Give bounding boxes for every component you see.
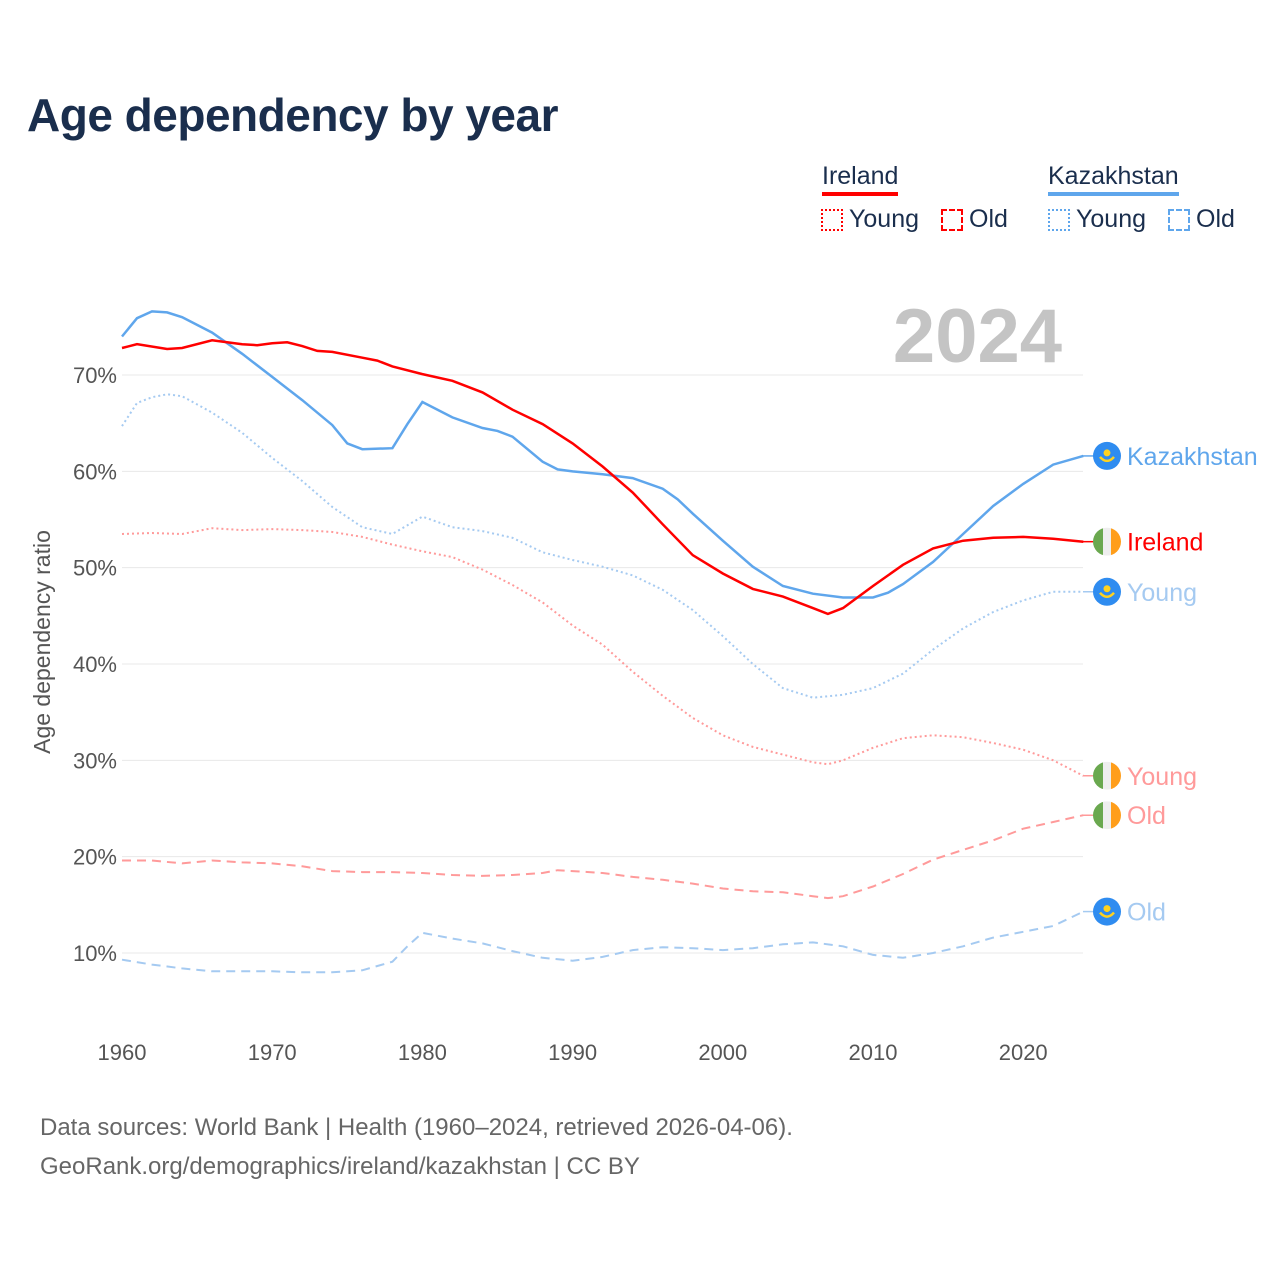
ireland-flag-icon: [1093, 801, 1121, 830]
source-line-1: Data sources: World Bank | Health (1960–…: [40, 1114, 793, 1141]
series-line-ireland-young[interactable]: [121, 527, 1084, 777]
chart-title: Age dependency by year: [27, 89, 558, 141]
legend-label: Young: [1076, 205, 1146, 233]
legend-label: Young: [849, 205, 919, 233]
x-tick-label: 1970: [248, 1040, 297, 1065]
series-end-label: Old: [1127, 899, 1166, 927]
dotted-line-swatch-icon: [821, 208, 843, 231]
source-line-2[interactable]: GeoRank.org/demographics/ireland/kazakhs…: [40, 1153, 640, 1180]
x-tick-label: 1980: [398, 1040, 447, 1065]
source-note: Data sources: World Bank | Health (1960–…: [40, 1108, 793, 1186]
series-line-ireland-old[interactable]: [122, 814, 1084, 900]
ireland-flag-icon: [1093, 527, 1121, 556]
y-tick-label: 70%: [73, 363, 117, 388]
series-line-kazakhstan-old[interactable]: [121, 910, 1084, 974]
legend-ireland-young[interactable]: Young: [821, 205, 919, 234]
x-tick-label: 1990: [548, 1040, 597, 1065]
legend-ireland[interactable]: Ireland: [822, 162, 899, 196]
legend-label: Old: [969, 205, 1008, 233]
dotted-line-swatch-icon: [1048, 208, 1070, 231]
dashed-line-swatch-icon: [1168, 208, 1190, 231]
x-tick-label: 2010: [849, 1040, 898, 1065]
y-tick-label: 60%: [73, 459, 117, 484]
kazakhstan-flag-icon: [1093, 897, 1121, 926]
y-tick-label: 10%: [73, 941, 117, 966]
kazakhstan-flag-icon: [1093, 577, 1121, 606]
series-end-label: Young: [1127, 579, 1197, 607]
series-line-ireland[interactable]: [121, 339, 1084, 616]
x-tick-label: 2000: [698, 1040, 747, 1065]
y-tick-label: 20%: [73, 845, 117, 870]
x-tick-label: 1960: [98, 1040, 147, 1065]
series-end-label: Ireland: [1127, 529, 1203, 557]
legend-kazakhstan-old[interactable]: Old: [1168, 205, 1235, 234]
y-axis-title: Age dependency ratio: [29, 530, 55, 754]
series-line-kazakhstan[interactable]: [121, 310, 1084, 599]
year-watermark: 2024: [893, 294, 1062, 379]
x-tick-label: 2020: [999, 1040, 1048, 1065]
legend-label: Old: [1196, 205, 1235, 233]
legend-kazakhstan-young[interactable]: Young: [1048, 205, 1146, 234]
legend-ireland-old[interactable]: Old: [941, 205, 1008, 234]
ireland-flag-icon: [1093, 761, 1121, 790]
series-end-label: Kazakhstan: [1127, 443, 1258, 471]
series-line-kazakhstan-young[interactable]: [121, 393, 1084, 699]
y-tick-label: 30%: [73, 748, 117, 773]
series-end-label: Young: [1127, 763, 1197, 791]
series-end-label: Old: [1127, 802, 1166, 830]
legend-kazakhstan[interactable]: Kazakhstan: [1048, 162, 1179, 196]
kazakhstan-flag-icon: [1093, 441, 1121, 470]
y-tick-label: 50%: [73, 556, 117, 581]
y-tick-label: 40%: [73, 652, 117, 677]
dashed-line-swatch-icon: [941, 208, 963, 231]
